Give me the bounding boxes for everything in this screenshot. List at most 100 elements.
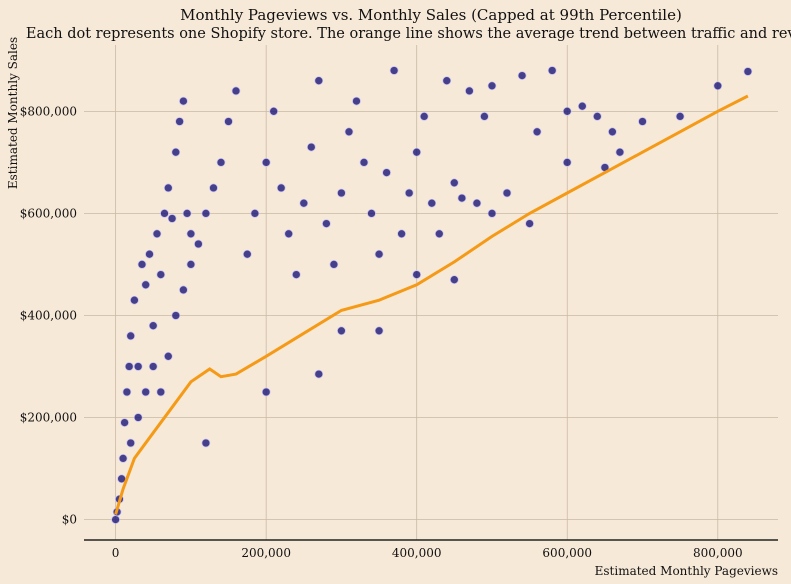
scatter-point — [592, 112, 602, 121]
y-tick-label: $800,000 — [20, 104, 77, 118]
scatter-point — [382, 168, 391, 177]
x-tick-label: 800,000 — [693, 546, 743, 560]
scatter-point — [608, 127, 617, 137]
scatter-point — [306, 142, 316, 152]
scatter-point — [179, 96, 188, 106]
scatter-point — [242, 249, 252, 259]
scatter-point — [250, 209, 260, 218]
scatter-point — [412, 147, 422, 157]
y-tick-label: $0 — [62, 513, 77, 527]
scatter-point — [284, 229, 294, 239]
scatter-point — [419, 112, 429, 121]
grid — [84, 45, 778, 540]
scatter-point — [145, 249, 154, 259]
scatter-point — [577, 101, 587, 111]
scatter-point — [615, 147, 625, 157]
scatter-point — [442, 76, 452, 86]
scatter-point — [314, 76, 324, 86]
scatter-point — [465, 86, 474, 96]
scatter-point — [133, 413, 143, 422]
scatter-point — [194, 239, 203, 249]
scatter-point — [472, 198, 482, 208]
scatter-point — [314, 369, 324, 379]
scatter-point — [182, 209, 192, 218]
scatter-point — [299, 198, 309, 208]
scatter-point — [160, 209, 169, 218]
scatter-point — [374, 326, 384, 336]
scatter-point — [487, 81, 497, 91]
x-tick-label: 400,000 — [392, 546, 442, 560]
scatter-point — [201, 438, 211, 448]
scatter-point — [412, 270, 422, 279]
scatter-point — [374, 249, 384, 259]
scatter-point — [216, 158, 226, 167]
scatter-point — [547, 66, 557, 75]
y-tick-label: $600,000 — [20, 206, 77, 220]
scatter-point — [322, 219, 331, 228]
scatter-point — [502, 188, 512, 198]
scatter-point — [344, 127, 354, 137]
x-tick-label: 0 — [112, 546, 120, 560]
scatter-point — [638, 117, 647, 126]
scatter-point — [137, 260, 147, 269]
scatter-point — [186, 260, 196, 269]
y-tick-label: $200,000 — [20, 411, 77, 425]
scatter-point — [167, 214, 177, 223]
scatter-point — [163, 183, 173, 193]
scatter-point — [427, 198, 437, 208]
scatter-point — [171, 147, 181, 157]
x-axis-label: Estimated Monthly Pageviews — [595, 564, 778, 578]
scatter-point — [124, 362, 134, 371]
scatter-point — [261, 158, 271, 167]
scatter-point — [261, 387, 271, 397]
scatter-point — [156, 270, 166, 279]
scatter-point — [122, 387, 132, 397]
scatter-point — [175, 117, 184, 126]
chart-title: Monthly Pageviews vs. Monthly Sales (Cap… — [180, 6, 682, 24]
scatter-point — [152, 229, 162, 239]
scatter-point — [141, 387, 151, 397]
scatter-point — [130, 295, 139, 305]
scatter-point — [231, 86, 241, 96]
scatter-point — [291, 270, 301, 279]
x-tick-labels: 0 200,000 400,000 600,000 800,000 — [112, 546, 743, 560]
scatter-point — [111, 515, 120, 524]
scatter-point — [337, 188, 346, 198]
scatter-point — [675, 112, 685, 121]
scatter-point — [126, 331, 136, 341]
scatter-point — [118, 454, 128, 463]
y-tick-label: $400,000 — [20, 308, 77, 322]
chart-subtitle: Each dot represents one Shopify store. T… — [26, 26, 791, 42]
scatter-point — [156, 387, 166, 397]
scatter-point — [186, 229, 196, 239]
scatter-point — [389, 66, 399, 75]
scatter-point — [404, 188, 414, 198]
scatter-point — [179, 285, 188, 295]
scatter-point — [562, 158, 572, 167]
scatter-point — [359, 158, 369, 167]
y-axis-label: Estimated Monthly Sales — [6, 37, 20, 189]
scatter-point — [171, 311, 181, 320]
scatter-point — [201, 209, 211, 218]
scatter-point — [449, 178, 459, 188]
scatter-point — [457, 193, 467, 203]
scatter-point — [133, 362, 143, 371]
x-tick-label: 200,000 — [241, 546, 291, 560]
scatter-point — [449, 275, 459, 285]
scatter-point — [120, 418, 129, 427]
scatter-point — [397, 229, 406, 239]
scatter-point — [743, 67, 753, 76]
scatter-point — [532, 127, 542, 137]
scatter-point — [163, 351, 173, 361]
scatter-point — [434, 229, 444, 239]
scatter-point — [141, 280, 151, 290]
scatter-point — [487, 209, 497, 218]
y-tick-labels: $0 $200,000 $400,000 $600,000 $800,000 — [20, 104, 77, 526]
scatter-point — [329, 260, 339, 269]
scatter-points — [111, 66, 753, 524]
scatter-point — [367, 209, 376, 218]
scatter-point — [517, 71, 527, 80]
scatter-point — [480, 112, 489, 121]
scatter-point — [562, 106, 572, 116]
